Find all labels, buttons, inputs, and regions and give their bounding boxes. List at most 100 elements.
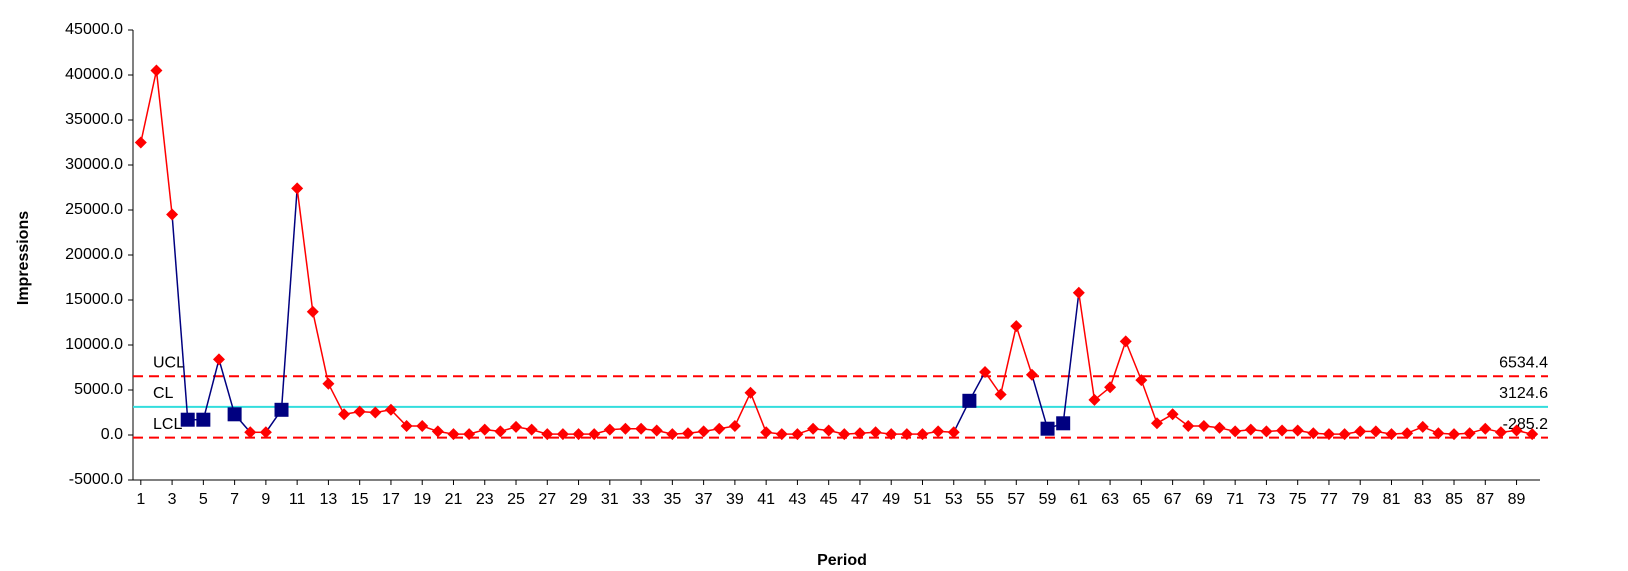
point xyxy=(853,427,866,440)
point xyxy=(1150,417,1163,430)
x-tick-label: 3 xyxy=(168,491,177,508)
point xyxy=(478,423,491,436)
segment xyxy=(734,392,752,427)
y-tick-label: 15000.0 xyxy=(65,291,123,308)
x-tick-label: 77 xyxy=(1320,491,1338,508)
y-tick-label: 20000.0 xyxy=(65,246,123,263)
point xyxy=(807,422,820,435)
x-tick-label: 89 xyxy=(1508,491,1526,508)
x-tick-label: 51 xyxy=(914,491,932,508)
x-tick-label: 45 xyxy=(820,491,838,508)
point xyxy=(1338,428,1351,441)
point xyxy=(744,386,757,399)
x-tick-label: 5 xyxy=(199,491,208,508)
point xyxy=(525,423,538,436)
x-tick-label: 83 xyxy=(1414,491,1432,508)
segment xyxy=(327,383,345,415)
x-tick-label: 23 xyxy=(476,491,494,508)
segment xyxy=(1015,325,1033,375)
x-tick-label: 1 xyxy=(136,491,145,508)
point xyxy=(1416,420,1429,433)
point xyxy=(822,424,835,437)
x-tick-label: 7 xyxy=(230,491,239,508)
segment xyxy=(155,70,173,215)
control-line-name: LCL xyxy=(153,416,182,433)
point xyxy=(1385,428,1398,441)
point xyxy=(1088,393,1101,406)
point xyxy=(353,405,366,418)
point xyxy=(166,208,179,221)
x-tick-label: 71 xyxy=(1226,491,1244,508)
y-axis-title: Impressions xyxy=(15,211,32,305)
y-tick-label: 0.0 xyxy=(101,426,123,443)
x-tick-label: 53 xyxy=(945,491,963,508)
point xyxy=(1354,425,1367,438)
flagged-point xyxy=(196,412,211,427)
control-line-value: 6534.4 xyxy=(1499,354,1548,371)
segment xyxy=(140,70,158,143)
control-line-name: CL xyxy=(153,385,174,402)
y-tick-label: 40000.0 xyxy=(65,66,123,83)
point xyxy=(150,64,163,77)
point xyxy=(556,428,569,441)
x-tick-label: 87 xyxy=(1476,491,1494,508)
x-tick-label: 13 xyxy=(320,491,338,508)
point xyxy=(1369,425,1382,438)
point xyxy=(1135,374,1148,387)
point xyxy=(1010,320,1023,333)
point xyxy=(1025,368,1038,381)
segment xyxy=(749,392,767,433)
segment xyxy=(999,325,1018,395)
point xyxy=(306,305,319,318)
segment xyxy=(1031,374,1049,429)
segment xyxy=(202,359,220,420)
flagged-point xyxy=(180,412,195,427)
point xyxy=(1510,424,1523,437)
point xyxy=(885,428,898,441)
x-tick-label: 37 xyxy=(695,491,713,508)
point xyxy=(541,428,554,441)
point xyxy=(134,136,147,149)
point xyxy=(1119,335,1132,348)
point xyxy=(760,426,773,439)
point xyxy=(947,426,960,439)
control-line-name: UCL xyxy=(153,354,185,371)
flagged-point xyxy=(962,393,977,408)
y-tick-label: 5000.0 xyxy=(74,381,123,398)
x-tick-label: 55 xyxy=(976,491,994,508)
x-tick-label: 65 xyxy=(1132,491,1150,508)
y-tick-label: 25000.0 xyxy=(65,201,123,218)
y-tick-label: 45000.0 xyxy=(65,21,123,38)
control-line-value: -285.2 xyxy=(1503,416,1548,433)
point xyxy=(994,388,1007,401)
x-tick-label: 61 xyxy=(1070,491,1088,508)
x-tick-label: 69 xyxy=(1195,491,1213,508)
point xyxy=(322,377,335,390)
segment xyxy=(984,371,1002,395)
point xyxy=(1526,428,1539,441)
x-tick-label: 35 xyxy=(663,491,681,508)
x-tick-label: 59 xyxy=(1039,491,1057,508)
point xyxy=(619,422,632,435)
point xyxy=(900,428,913,441)
point xyxy=(1463,427,1476,440)
x-tick-label: 85 xyxy=(1445,491,1463,508)
y-tick-label: 10000.0 xyxy=(65,336,123,353)
point xyxy=(1276,424,1289,437)
point xyxy=(1182,420,1195,432)
x-tick-label: 15 xyxy=(351,491,369,508)
segment xyxy=(1140,379,1158,424)
point xyxy=(1213,421,1226,434)
x-tick-label: 81 xyxy=(1383,491,1401,508)
point xyxy=(697,425,710,438)
x-tick-label: 39 xyxy=(726,491,744,508)
x-tick-label: 21 xyxy=(445,491,463,508)
point xyxy=(650,424,663,437)
point xyxy=(338,408,351,421)
y-tick-label: -5000.0 xyxy=(69,471,123,488)
point xyxy=(291,182,304,195)
point xyxy=(572,428,585,441)
point xyxy=(838,428,851,441)
x-tick-label: 9 xyxy=(261,491,270,508)
